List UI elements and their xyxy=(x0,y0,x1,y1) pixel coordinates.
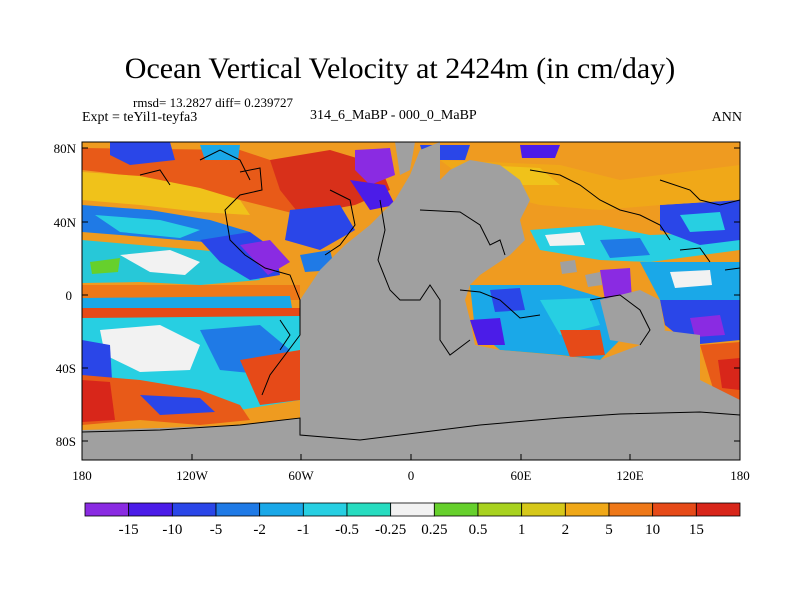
lon-tick-label: 120W xyxy=(176,468,209,483)
rmsd-diff-stats: rmsd= 13.2827 diff= 0.239727 xyxy=(133,95,293,110)
ocean-anomaly xyxy=(95,215,200,238)
colorbar-swatch xyxy=(215,502,261,517)
colorbar-swatch xyxy=(433,502,479,517)
ocean-anomaly xyxy=(470,318,505,345)
ocean-anomaly xyxy=(560,330,605,357)
colorbar-swatch xyxy=(346,502,392,517)
colorbar-swatch xyxy=(477,502,523,517)
colorbar-swatch xyxy=(695,502,741,517)
ocean-anomaly xyxy=(140,395,215,415)
ocean-anomaly xyxy=(82,285,300,300)
ocean-anomaly xyxy=(350,180,395,210)
lon-tick-label: 120E xyxy=(616,468,644,483)
colorbar-label: 1 xyxy=(518,522,526,538)
lon-tick-label: 0 xyxy=(408,468,415,483)
ocean-anomaly xyxy=(670,270,712,288)
ocean-anomaly xyxy=(82,308,300,318)
colorbar: -15 -10 -5 -2 -1 -0.5 -0.25 0.25 0.5 1 2 5 10 15 xyxy=(84,502,741,538)
colorbar-swatch xyxy=(84,502,130,517)
season-label: ANN xyxy=(711,110,742,125)
ocean-anomaly xyxy=(82,340,112,385)
colorbar-swatch xyxy=(521,502,566,517)
lon-tick-label: 180 xyxy=(72,468,92,483)
ocean-anomaly xyxy=(240,240,290,275)
ocean-anomaly xyxy=(600,268,632,300)
ocean-anomaly xyxy=(355,148,395,185)
period-subtitle: 314_6_MaBP - 000_0_MaBP xyxy=(310,108,477,123)
colorbar-swatch xyxy=(608,502,654,517)
colorbar-label: -2 xyxy=(253,522,266,538)
colorbar-label: -5 xyxy=(210,522,223,538)
ocean-anomaly xyxy=(690,315,725,337)
chart-title: Ocean Vertical Velocity at 2424m (in cm/… xyxy=(124,52,676,85)
colorbar-swatch xyxy=(171,502,217,517)
ocean-anomaly xyxy=(240,350,300,405)
colorbar-label: -0.25 xyxy=(375,522,406,538)
lon-tick-label: 180 xyxy=(730,468,750,483)
ocean-anomaly xyxy=(600,238,650,258)
colorbar-swatch xyxy=(390,502,435,517)
colorbar-swatch xyxy=(128,502,173,517)
lat-tick-label: 40N xyxy=(54,215,77,230)
colorbar-label: 5 xyxy=(605,522,613,538)
tick-marks xyxy=(82,147,740,460)
colorbar-swatch xyxy=(564,502,610,517)
lat-tick-label: 40S xyxy=(56,361,76,376)
experiment-label: Expt = teYil1-teyfa3 xyxy=(82,110,198,125)
ocean-anomaly xyxy=(718,358,740,390)
ocean-anomaly xyxy=(120,250,200,275)
colorbar-label: 10 xyxy=(645,522,660,538)
ocean-anomaly xyxy=(520,145,560,158)
colorbar-swatch xyxy=(259,502,304,517)
colorbar-label: 0.5 xyxy=(469,522,488,538)
ocean-anomaly xyxy=(90,258,120,274)
ocean-anomaly xyxy=(100,325,200,372)
lat-tick-label: 0 xyxy=(66,288,73,303)
coastlines xyxy=(82,149,740,441)
ocean-anomaly xyxy=(680,212,725,232)
ocean-anomaly xyxy=(540,298,600,335)
colorbar-swatch xyxy=(652,502,697,517)
colorbar-label: -10 xyxy=(162,522,182,538)
lat-tick-label: 80N xyxy=(54,141,77,156)
colorbar-label: 15 xyxy=(689,522,704,538)
ocean-anomaly xyxy=(200,145,240,160)
colorbar-label: 0.25 xyxy=(421,522,447,538)
ocean-anomaly xyxy=(82,380,115,422)
ocean-anomaly xyxy=(545,232,585,246)
ocean-anomaly xyxy=(285,205,355,250)
colorbar-label: -15 xyxy=(119,522,139,538)
ocean-anomaly xyxy=(82,296,292,310)
lon-tick-label: 60W xyxy=(288,468,314,483)
ocean-anomaly xyxy=(490,288,525,312)
map-plot-area xyxy=(82,142,740,460)
ocean-anomaly xyxy=(82,172,250,215)
colorbar-swatch xyxy=(302,502,348,517)
colorbar-label: -1 xyxy=(297,522,310,538)
ocean-anomaly xyxy=(110,142,175,165)
colorbar-label: -0.5 xyxy=(335,522,359,538)
lon-tick-label: 60E xyxy=(511,468,532,483)
colorbar-label: 2 xyxy=(562,522,570,538)
lat-tick-label: 80S xyxy=(56,434,76,449)
